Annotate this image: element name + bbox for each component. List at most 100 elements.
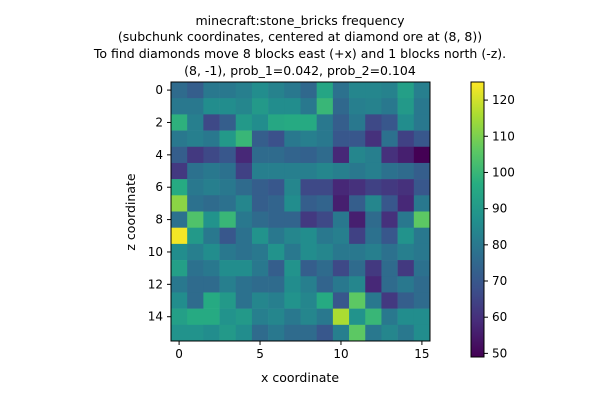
title-line-2: (subchunk coordinates, centered at diamo… (118, 29, 482, 44)
heatmap-cell (397, 227, 415, 245)
heatmap-cell (413, 227, 431, 245)
heatmap-cell (171, 227, 188, 245)
heatmap-cell (203, 195, 220, 212)
heatmap-cell (268, 324, 285, 342)
heatmap-cell (187, 98, 204, 115)
heatmap-cell (365, 276, 382, 293)
heatmap-cell (397, 146, 415, 164)
heatmap-cell (316, 211, 334, 228)
heatmap-cell (235, 146, 253, 164)
heatmap-cell (300, 276, 317, 293)
heatmap-cell (219, 243, 237, 261)
x-axis-ticks: 0 5 10 15 (175, 341, 430, 361)
heatmap-cell (381, 114, 398, 131)
heatmap-cell (316, 195, 334, 212)
heatmap-cell (332, 292, 350, 309)
heatmap-cell (251, 308, 269, 326)
heatmap-cell (349, 98, 366, 115)
heatmap-cell (300, 114, 317, 131)
heatmap-cell (251, 114, 269, 131)
heatmap-cell (397, 82, 415, 99)
heatmap-cell (203, 211, 220, 228)
colorbar-tick-label: 70 (492, 274, 507, 288)
heatmap-cell (316, 179, 334, 196)
heatmap-cell (316, 114, 334, 131)
heatmap-cell (284, 227, 301, 245)
heatmap-cell (268, 114, 285, 131)
heatmap-cell (300, 243, 317, 261)
heatmap-cell (365, 82, 382, 99)
heatmap-cell (203, 179, 220, 196)
heatmap-cell (219, 227, 237, 245)
heatmap-cell (349, 114, 366, 131)
heatmap-cell (203, 292, 220, 309)
heatmap-cell (365, 292, 382, 309)
heatmap-cell (284, 162, 301, 180)
colorbar-tick-label: 110 (492, 129, 515, 143)
y-tick-label: 6 (155, 180, 163, 194)
colorbar-tick-label: 100 (492, 165, 515, 179)
heatmap-cell (284, 130, 301, 148)
heatmap-cell (187, 292, 204, 309)
heatmap-cell (413, 130, 431, 148)
colorbar-tick-label: 80 (492, 238, 507, 252)
heatmap-cell (381, 82, 398, 99)
heatmap-cell (413, 324, 431, 342)
heatmap-cell (397, 179, 415, 196)
heatmap-cell (219, 324, 237, 342)
heatmap-cell (187, 130, 204, 148)
heatmap-cell (413, 211, 431, 228)
heatmap-cell (235, 114, 253, 131)
colorbar-ticks: 50 60 70 80 90 100 110 120 (484, 93, 515, 360)
plot-frame (170, 81, 431, 342)
heatmap-cell (397, 276, 415, 293)
heatmap-cell (235, 276, 253, 293)
heatmap-cell (171, 195, 188, 212)
heatmap-cell (349, 260, 366, 277)
heatmap-cell (251, 260, 269, 277)
heatmap-cell (332, 211, 350, 228)
title-line-3: To find diamonds move 8 blocks east (+x)… (93, 46, 506, 61)
heatmap-cell (365, 130, 382, 148)
heatmap-cell (332, 276, 350, 293)
heatmap-cell (413, 195, 431, 212)
heatmap-cell (332, 130, 350, 148)
title-line-4: (8, -1), prob_1=0.042, prob_2=0.104 (184, 63, 416, 78)
heatmap-cell (413, 276, 431, 293)
y-tick-label: 10 (148, 245, 163, 259)
heatmap-cell (235, 98, 253, 115)
heatmap-cell (268, 243, 285, 261)
y-tick-label: 8 (155, 213, 163, 227)
heatmap-cell (268, 211, 285, 228)
heatmap-cell (251, 243, 269, 261)
heatmap-cell (413, 146, 431, 164)
heatmap-cell (187, 162, 204, 180)
heatmap-cell (300, 292, 317, 309)
heatmap-cell (284, 195, 301, 212)
x-tick-label: 5 (256, 347, 264, 361)
heatmap-cell (268, 292, 285, 309)
heatmap-cell (349, 324, 366, 342)
heatmap-cell (268, 276, 285, 293)
heatmap-cell (316, 276, 334, 293)
heatmap-cell (365, 324, 382, 342)
heatmap-cell (284, 114, 301, 131)
heatmap-cells (171, 82, 431, 342)
heatmap-cell (268, 82, 285, 99)
heatmap-cell (235, 179, 253, 196)
heatmap-cell (219, 260, 237, 277)
heatmap-cell (381, 324, 398, 342)
heatmap-cell (268, 146, 285, 164)
heatmap-cell (203, 260, 220, 277)
heatmap-cell (381, 276, 398, 293)
heatmap-cell (187, 308, 204, 326)
heatmap-cell (365, 260, 382, 277)
heatmap-cell (365, 227, 382, 245)
heatmap-cell (171, 82, 188, 99)
heatmap-cell (300, 162, 317, 180)
heatmap-cell (413, 179, 431, 196)
heatmap-cell (268, 98, 285, 115)
heatmap-cell (365, 146, 382, 164)
heatmap-cell (349, 308, 366, 326)
heatmap-cell (316, 130, 334, 148)
